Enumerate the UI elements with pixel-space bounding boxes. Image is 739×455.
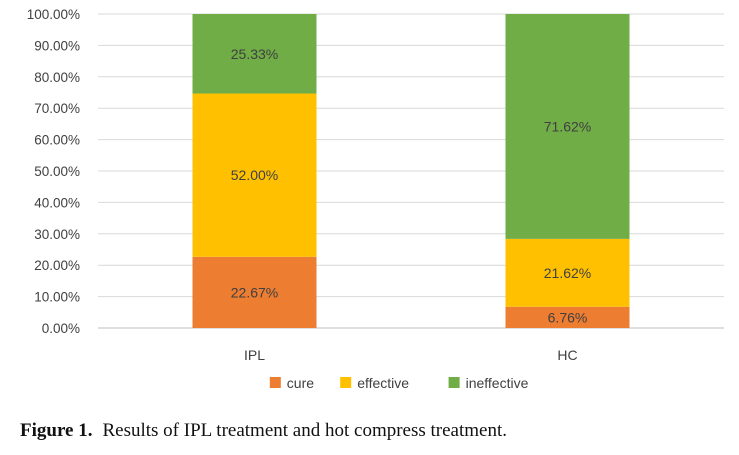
y-tick-label: 70.00% [34,101,80,116]
legend-label-effective: effective [357,375,409,391]
bar-segment-cure [192,256,317,328]
bar-segment-cure [505,306,630,328]
legend-swatch-ineffective [448,377,460,388]
legend-label-ineffective: ineffective [466,375,529,391]
figure-caption: Figure 1. Results of IPL treatment and ho… [20,420,730,442]
x-axis: IPL HC [244,347,578,363]
stacked-bar-chart: 0.00% 10.00% 20.00% 30.00% 40.00% 50.00% 60.00… [27,7,724,391]
bar-segment-ineffective [505,14,630,239]
x-tick-label: HC [557,347,577,363]
data-label-effective: 52.00% [231,167,278,183]
y-tick-label: 40.00% [34,195,80,210]
data-label-ineffective: 25.33% [231,46,278,62]
y-tick-label: 30.00% [34,227,80,242]
y-tick-label: 0.00% [42,321,80,336]
y-tick-label: 60.00% [34,133,80,148]
caption-text: Results of IPL treatment and hot compres… [102,420,508,441]
bar-segment-effective [192,93,317,257]
bar-segment-ineffective [192,14,317,94]
legend: cure effective ineffective [269,375,529,391]
y-tick-label: 50.00% [34,164,80,179]
y-tick-label: 100.00% [27,7,80,22]
bar-segment-effective [505,238,630,307]
y-tick-label: 80.00% [34,70,80,85]
legend-swatch-cure [269,377,281,388]
gridlines [98,13,724,329]
data-label-ineffective: 71.62% [544,118,591,134]
bar-segments [192,14,630,328]
data-label-cure: 6.76% [548,309,588,325]
y-tick-label: 10.00% [34,290,80,305]
y-tick-label: 20.00% [34,258,80,273]
data-label-cure: 22.67% [231,284,278,300]
legend-label-cure: cure [287,375,314,391]
data-label-effective: 21.62% [544,265,591,281]
caption-prefix: Figure 1. [20,420,93,441]
y-tick-label: 90.00% [34,38,80,53]
legend-swatch-effective [340,377,352,388]
y-axis: 0.00% 10.00% 20.00% 30.00% 40.00% 50.00% 60.00… [27,7,80,336]
x-tick-label: IPL [244,347,265,363]
data-labels: 22.67% 52.00% 25.33% 6.76% 21.62% 71.62% [231,46,591,326]
